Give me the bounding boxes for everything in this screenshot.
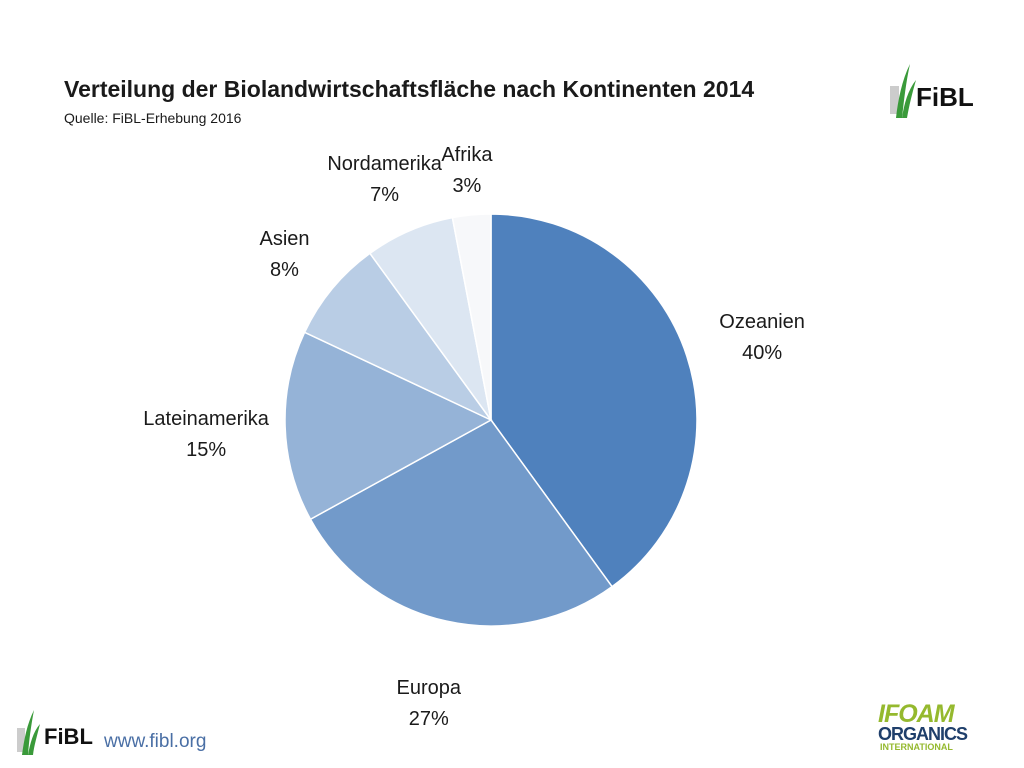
slice-value-label: 7%: [370, 184, 399, 206]
slice-category-label: Nordamerika: [327, 153, 442, 175]
slice-category-label: Afrika: [441, 144, 493, 166]
ifoam-logo: IFOAM ORGANICS INTERNATIONAL: [876, 700, 968, 756]
pie-slice-europa: [309, 419, 614, 627]
fibl-logo-text: FiBL: [44, 724, 93, 749]
pie-slice-ozeanien: [490, 213, 698, 588]
slice-label-nordamerika: Nordamerika 7%: [327, 153, 442, 206]
fibl-logo-top: FiBL: [888, 60, 988, 124]
slice-category-label: Lateinamerika: [143, 408, 270, 430]
chart-source: Quelle: FiBL-Erhebung 2016: [64, 110, 242, 126]
slice-label-afrika: Afrika 3%: [441, 144, 493, 197]
slice-value-label: 27%: [409, 708, 449, 730]
chart-title: Verteilung der Biolandwirtschaftsfläche …: [64, 76, 755, 102]
fibl-leaf-icon: [890, 64, 916, 118]
slice-value-label: 8%: [270, 259, 299, 281]
slice-label-asien: Asien 8%: [259, 228, 309, 281]
slice-category-label: Ozeanien: [719, 311, 805, 333]
footer-link[interactable]: www.fibl.org: [104, 731, 207, 752]
slice-category-label: Asien: [259, 228, 309, 250]
pie-slice-afrika: [451, 213, 492, 421]
fibl-logo-text: FiBL: [916, 82, 974, 112]
fibl-logo-footer: FiBL: [16, 708, 106, 758]
slice-value-label: 15%: [186, 439, 226, 461]
ifoam-logo-text: IFOAM: [878, 700, 955, 728]
slice-category-label: Europa: [397, 677, 462, 699]
slice-value-label: 3%: [452, 175, 481, 197]
slice-value-label: 40%: [742, 342, 782, 364]
fibl-leaf-icon: [17, 710, 40, 755]
pie-slice-asien: [303, 252, 492, 421]
slice-label-ozeanien: Ozeanien 40%: [719, 311, 805, 364]
pie-slice-lateinamerika: [284, 331, 493, 521]
slice-label-europa: Europa 27%: [397, 677, 462, 730]
ifoam-logo-tagline: INTERNATIONAL: [880, 742, 953, 752]
ifoam-logo-subtext: ORGANICS: [878, 724, 968, 744]
slice-label-lateinamerika: Lateinamerika 15%: [143, 408, 270, 461]
